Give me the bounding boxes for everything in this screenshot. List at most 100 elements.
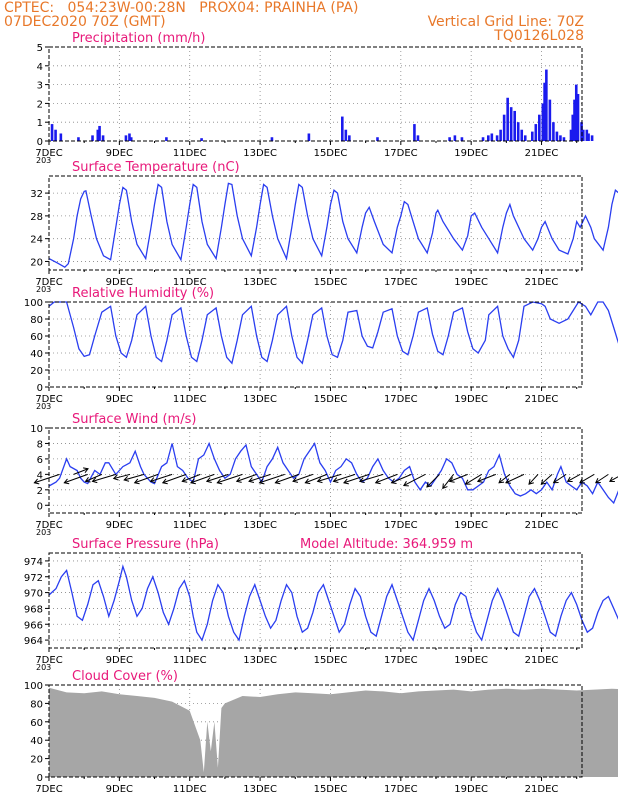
wind-vector [391,473,412,484]
wind-vector-head [374,478,381,485]
wind-vector-head [304,478,311,485]
wind-vector-head [332,477,339,483]
precip-bar [513,110,516,141]
y-tick-label: 40 [30,349,43,360]
precip-bar [348,135,351,141]
precip-bar [490,133,494,141]
precip-bar [530,131,534,141]
y-tick-label: 8 [37,439,43,450]
precip-bar [460,137,464,141]
y-tick-label: 3 [37,81,43,92]
precip-bar [91,135,94,141]
x-tick-label: 17DEC [384,784,418,795]
precip-bar [270,137,274,141]
x-tick-label: 21DEC [525,394,559,405]
y-tick-label: 32 [30,189,43,200]
precip-bar [129,137,133,141]
wind-vector [403,473,426,487]
wind-vector-head [84,477,91,483]
x-tick-label: 11DEC [173,784,207,795]
year-label-clipped: 203 [36,528,51,537]
precip-bar [576,94,580,141]
product-code: TQ0126L028 [494,28,584,44]
wind-vector [540,473,553,485]
y-tick-label: 0 [37,383,43,394]
wind-vector [64,473,88,484]
wind-vector-head [123,475,130,482]
panel-cloud: 0 20 40 60 80 100 7DEC 9DEC 11DEC 13DEC 15DEC 17DEC… [24,669,618,795]
wind-vector [609,476,618,482]
precip-bar [585,129,589,141]
y-tick-label: 20 [30,257,43,268]
wind-vector [477,473,496,482]
x-tick-label: 19DEC [454,784,488,795]
y-tick-label: 60 [30,718,43,729]
precip-bar [495,135,499,141]
x-tick-label: 21DEC [525,655,559,666]
wind-vector [34,473,60,484]
x-tick-label: 11DEC [173,277,207,288]
precip-bar [509,107,513,141]
plot-frame [48,301,583,388]
precip-bar [555,131,559,141]
precip-bar [502,114,506,141]
precip-bar [534,124,538,141]
year-label-clipped: 203 [36,402,51,411]
wind-vector-head [258,478,265,485]
x-tick-label: 13DEC [243,394,277,405]
y-tick-label: 974 [24,557,43,568]
plot-frame [48,46,583,142]
y-tick-label: 0 [37,137,43,148]
wind-vector [190,473,215,484]
wind-vector [449,473,468,482]
x-tick-label: 9DEC [106,277,133,288]
x-tick-label: 21DEC [525,277,559,288]
wind-vector [305,473,328,484]
y-tick-label: 968 [24,604,43,615]
y-tick-label: 966 [24,620,43,631]
plot-frame [48,684,583,778]
wind-vector-head [540,479,547,485]
wind-vector [92,473,116,482]
precip-bar [569,129,573,141]
precip-bar [520,129,524,141]
wind-vector [359,473,384,482]
wind-vector-head [426,481,432,488]
wind-line [48,441,618,505]
wind-vector-head [594,478,601,484]
wind-vector [498,473,511,484]
precip-bar [590,135,594,141]
wind-vector-head [343,478,349,485]
wind-vector [317,473,342,482]
x-tick-label: 13DEC [243,277,277,288]
precip-bar [562,137,566,141]
y-tick-label: 24 [30,235,43,246]
wind-vector [113,473,131,480]
x-tick-label: 19DEC [454,148,488,159]
wind-vector [217,473,243,484]
y-tick-label: 1 [37,118,43,129]
panel-title: Surface Pressure (hPa) [72,537,219,552]
wind-vector-head [609,476,615,483]
wind-vector [259,473,285,484]
precip-bar [96,129,100,141]
wind-vector-head [91,477,98,484]
y-tick-label: 10 [30,424,43,435]
plot-frame [48,427,583,514]
y-tick-label: 2 [37,99,43,110]
wind-vector [465,473,482,485]
panel-precipitation: 0 1 2 3 4 5 7DEC 9DEC 11DEC 13DEC 15DEC 17DEC 19DEC 2… [35,31,594,165]
x-tick-label: 13DEC [243,784,277,795]
x-tick-label: 11DEC [173,520,207,531]
precip-bar [341,116,344,141]
y-tick-label: 100 [24,298,43,309]
precip-bar [543,82,546,141]
precip-bar [165,137,168,141]
x-tick-label: 7DEC [35,520,62,531]
x-tick-label: 7DEC [35,148,62,159]
wind-vector [426,474,440,488]
y-tick-label: 4 [37,62,43,73]
precip-bar [453,135,457,141]
wind-vector-head [205,477,212,483]
wind-vector-head [83,467,89,474]
